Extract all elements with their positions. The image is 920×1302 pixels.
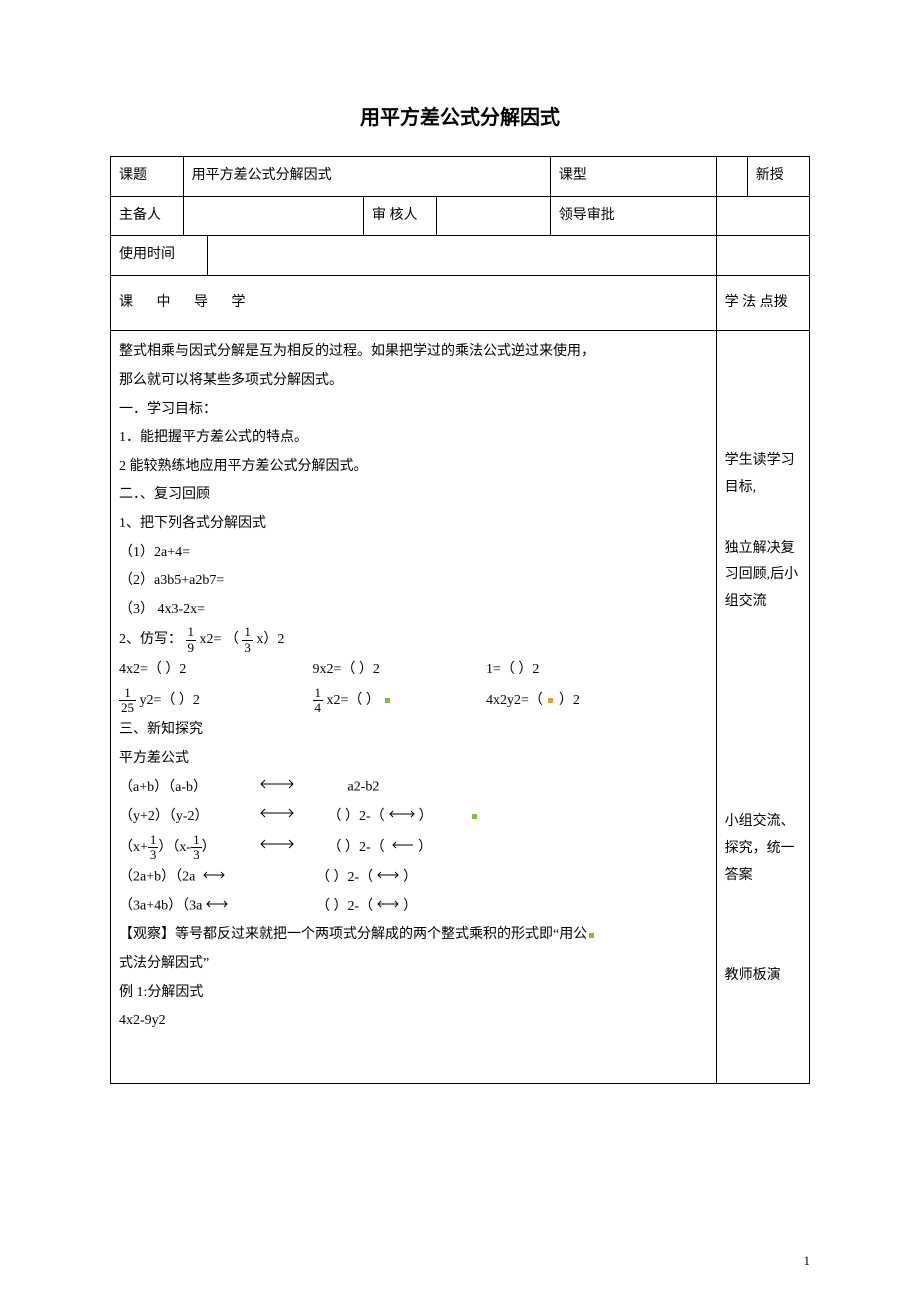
- eq4-left: （2a+b）（2a: [119, 864, 249, 891]
- eq2-left: （y+2）（y-2）: [119, 804, 249, 831]
- empty-cell: [436, 196, 550, 236]
- row4a: 4x2=（ ）2: [119, 657, 309, 684]
- note-4: 教师板演: [725, 963, 801, 990]
- dot-marker: [589, 933, 594, 938]
- dot-marker: [472, 814, 477, 819]
- eq5-left: （3a+4b）（3a: [119, 893, 249, 920]
- eq5: （3a+4b）（3a （ ）2-（）: [119, 893, 708, 920]
- fraction-1-4: 14: [313, 686, 324, 716]
- double-arrow-icon: [201, 864, 227, 891]
- observe-1: 【观察】等号都反过来就把一个两项式分解成的两个整式乘积的形式即“用公: [119, 922, 708, 949]
- eq4-right: （ ）2-（）: [316, 870, 417, 885]
- intro-line-1: 整式相乘与因式分解是互为相反的过程。如果把学过的乘法公式逆过来使用，: [119, 339, 708, 366]
- lesson-table: 课题 用平方差公式分解因式 课型 新授 主备人 审 核人 领导审批 使用时间 课…: [110, 156, 810, 1084]
- double-arrow-icon: [375, 864, 401, 891]
- example-title: 例 1:分解因式: [119, 980, 708, 1007]
- sec2-item1c: （3） 4x3-2x=: [119, 597, 708, 624]
- eq3-c: ）: [202, 840, 216, 855]
- intro-line-2: 那么就可以将某些多项式分解因式。: [119, 368, 708, 395]
- sec1-title: 一．学习目标：: [119, 397, 708, 424]
- label-review: 审 核人: [364, 196, 437, 236]
- row5c-post: ）2: [555, 693, 580, 708]
- row4c: 1=（ ）2: [486, 662, 539, 677]
- eq3-a: （x+: [119, 840, 148, 855]
- eq4: （2a+b）（2a （ ）2-（）: [119, 864, 708, 891]
- dot-marker: [385, 698, 390, 703]
- double-arrow-icon: [375, 893, 401, 920]
- sec2-title: 二．、复习回顾: [119, 482, 708, 509]
- left-arrow-icon: [390, 834, 416, 861]
- fraction-1-9: 19: [186, 625, 197, 655]
- sec1-item1: 1．能把握平方差公式的特点。: [119, 425, 708, 452]
- label-guide: 课 中 导 学: [111, 275, 717, 331]
- note-1: 学生读学习目标,: [725, 448, 801, 501]
- note-2: 独立解决复习回顾,后小组交流: [725, 536, 801, 616]
- empty-cell: [716, 157, 747, 197]
- row5c-pre: 4x2y2=（: [486, 693, 546, 708]
- sec2-2-lead: 2、仿写：: [119, 632, 186, 647]
- eq5-right: （ ）2-（）: [316, 899, 417, 914]
- label-type: 课型: [550, 157, 716, 197]
- label-method: 学 法 点拨: [716, 275, 809, 331]
- row-4: 4x2=（ ）2 9x2=（ ）2 1=（ ）2: [119, 657, 708, 684]
- dot-marker: [548, 698, 553, 703]
- eq1-left: （a+b）（a-b）: [119, 775, 249, 802]
- eq2: （y+2）（y-2） （ ）2-（）: [119, 803, 708, 830]
- obs1-text: 【观察】等号都反过来就把一个两项式分解成的两个整式乘积的形式即“用公: [119, 927, 587, 942]
- label-prep: 主备人: [111, 196, 184, 236]
- main-content: 整式相乘与因式分解是互为相反的过程。如果把学过的乘法公式逆过来使用， 那么就可以…: [111, 331, 717, 1083]
- sec2-item1: 1、把下列各式分解因式: [119, 511, 708, 538]
- eq3: （x+13）（x-13） （ ）2-（ ）: [119, 833, 708, 863]
- empty-cell: [183, 196, 363, 236]
- empty-cell: [716, 196, 809, 236]
- label-topic: 课题: [111, 157, 184, 197]
- eq1: （a+b）（a-b） a2-b2: [119, 774, 708, 801]
- example-body: 4x2-9y2: [119, 1008, 708, 1035]
- row4b: 9x2=（ ）2: [313, 657, 483, 684]
- sec2-item1b: （2）a3b5+a2b7=: [119, 568, 708, 595]
- note-3: 小组交流、探究，统一答案: [725, 809, 801, 889]
- fraction-1-3: 13: [242, 625, 253, 655]
- observe-2: 式法分解因式”: [119, 951, 708, 978]
- sec2-item2: 2、仿写： 19 x2= （ 13 x）2: [119, 625, 708, 655]
- double-arrow-icon: [387, 803, 417, 830]
- eq1-right: a2-b2: [348, 780, 380, 795]
- double-arrow-icon: [204, 893, 230, 920]
- fraction-1-3: 13: [148, 833, 159, 863]
- double-arrow-icon: [257, 803, 297, 830]
- guide-text: 课 中 导 学: [119, 295, 256, 310]
- eq3-b: ）（x-: [158, 840, 191, 855]
- sec3-sub: 平方差公式: [119, 746, 708, 773]
- double-arrow-icon: [257, 774, 297, 801]
- fraction-1-3: 13: [191, 833, 202, 863]
- sec1-item2: 2 能较熟练地应用平方差公式分解因式。: [119, 454, 708, 481]
- fraction-1-25: 125: [119, 686, 136, 716]
- sec2-2-tail: x）2: [256, 632, 284, 647]
- label-approve: 领导审批: [550, 196, 716, 236]
- empty-cell: [208, 236, 716, 276]
- double-arrow-icon: [257, 834, 297, 861]
- page-number: 1: [804, 1249, 811, 1272]
- sec3-title: 三、新知探究: [119, 717, 708, 744]
- row5c-wrap: 4x2y2=（ ）2: [486, 693, 580, 708]
- row5b-tail: x2=（ ）: [327, 693, 380, 708]
- sec2-2-mid: x2= （: [200, 632, 239, 647]
- value-type: 新授: [747, 157, 809, 197]
- label-usedate: 使用时间: [111, 236, 208, 276]
- page-title: 用平方差公式分解因式: [110, 100, 810, 136]
- notes-column: 学生读学习目标, 独立解决复习回顾,后小组交流 小组交流、探究，统一答案 教师板…: [716, 331, 809, 1083]
- empty-cell: [716, 236, 809, 276]
- sec2-item1a: （1）2a+4=: [119, 540, 708, 567]
- eq2-right: （ ）2-（）: [328, 809, 433, 824]
- value-topic: 用平方差公式分解因式: [183, 157, 550, 197]
- eq3-right: （ ）2-（ ）: [328, 840, 433, 855]
- row-5: 125 y2=（ ）2 14 x2=（ ） 4x2y2=（ ）2: [119, 686, 708, 716]
- row5a-tail: y2=（ ）2: [140, 693, 200, 708]
